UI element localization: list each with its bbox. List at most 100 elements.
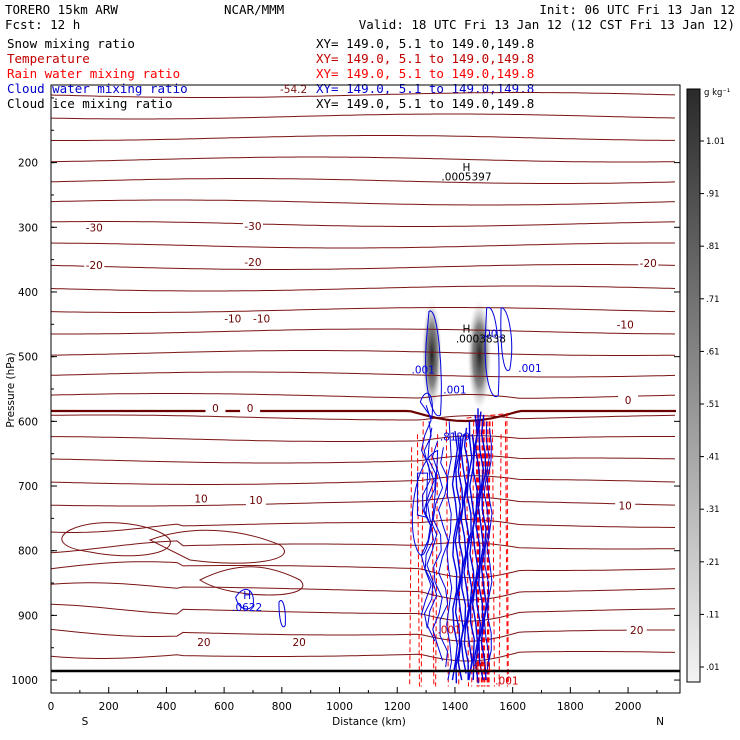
x-tick-label: 800 (272, 701, 292, 713)
x-tick-label: 400 (156, 701, 176, 713)
isotherm-line (51, 603, 676, 622)
x-axis-start-label: S (82, 716, 89, 728)
isotherm-line (51, 199, 676, 206)
label-backing (289, 637, 310, 649)
rain-contour (491, 421, 495, 687)
isotherm-line (51, 518, 676, 533)
x-tick-label: 1600 (499, 701, 526, 713)
isotherm-label: -20 (640, 258, 657, 270)
label-backing (615, 319, 636, 331)
field-value-label: .001 (481, 328, 504, 340)
legend-entry: Cloud water mixing ratio (7, 81, 188, 96)
field-value-label: .001 (412, 364, 435, 376)
plot-frame (50, 84, 681, 694)
isotherm-label: 0 (247, 403, 254, 415)
isotherm-line (51, 156, 676, 163)
field-value-label: .0005397 (441, 172, 491, 184)
y-tick-label: 900 (18, 610, 38, 622)
temperature-contours (51, 92, 676, 662)
forecast-hour: Fcst: 12 h (5, 17, 80, 32)
legend-entry: Cloud ice mixing ratio (7, 96, 173, 111)
y-tick-label: 1000 (11, 675, 38, 687)
field-value-label: .001 (437, 624, 460, 636)
label-backing (626, 624, 647, 636)
isotherm-line (51, 496, 676, 507)
isotherm-label: 0 (625, 395, 632, 407)
colorbar-label: .81 (706, 242, 720, 252)
colorbar-label: .61 (706, 347, 720, 357)
x-tick-label: 2000 (615, 701, 642, 713)
field-value-label: .001 (518, 363, 541, 375)
cloud-water-cell (278, 600, 286, 628)
cloud-water-contours (235, 307, 513, 684)
isotherm-line (51, 113, 676, 120)
colorbar-label: .71 (706, 295, 720, 305)
colorbar-label: .21 (706, 558, 720, 568)
isotherm-label: 0 (212, 403, 219, 415)
isotherm-label: 20 (197, 637, 210, 649)
x-tick-label: 1000 (326, 701, 353, 713)
x-tick-label: 1800 (557, 701, 584, 713)
isotherm-label: -20 (244, 257, 261, 269)
cloud-water-contour (451, 430, 459, 681)
isotherm-label: 20 (630, 625, 643, 637)
isotherm-line (51, 242, 675, 249)
label-backing (240, 402, 261, 414)
rain-contour (498, 434, 502, 687)
legend-entry: Rain water mixing ratio (7, 66, 180, 81)
cloud-water-contour (454, 434, 462, 684)
cloud-water-contour (426, 427, 438, 642)
x-tick-label: 0 (48, 701, 55, 713)
closed-isotherm (199, 566, 304, 596)
cloud-water-contour (486, 427, 493, 668)
isotherm-line (51, 221, 675, 227)
x-axis-end-label: N (656, 716, 664, 728)
zero-isotherm (51, 409, 676, 423)
isotherm-line (51, 435, 675, 442)
init-time: Init: 06 UTC Fri 13 Jan 12 (539, 2, 735, 17)
isotherm-line (51, 414, 676, 421)
isotherm-line (51, 561, 676, 579)
top-contour-label: -54.2 (280, 84, 307, 96)
colorbar-label: .41 (706, 453, 720, 463)
colorbar-label: 1.01 (706, 137, 725, 147)
isotherm-line (51, 92, 676, 98)
legend-xy: XY= 149.0, 5.1 to 149.0,149.8 (316, 51, 534, 66)
isotherm-line (51, 264, 676, 270)
field-value-label: H (243, 590, 251, 602)
isotherm-label: -30 (86, 223, 103, 235)
cloud-water-contour (463, 427, 470, 681)
x-tick-label: 1400 (442, 701, 469, 713)
isotherm-label: -10 (617, 320, 634, 332)
label-backing (205, 402, 226, 414)
closed-isotherm (61, 522, 171, 557)
field-value-label: .001 (495, 676, 518, 688)
isotherm-label: 10 (194, 494, 207, 506)
cloud-water-contour (466, 421, 473, 681)
label-backing (618, 395, 639, 407)
colorbar-label: .91 (706, 190, 720, 200)
field-value-label: .401 (469, 661, 492, 673)
y-tick-label: 600 (18, 416, 38, 428)
colorbar-label: .01 (706, 663, 720, 673)
isotherm-line (51, 582, 676, 601)
snow-column (467, 300, 492, 411)
colorbar-units: g kg⁻¹ (704, 88, 730, 98)
cloud-water-outline (416, 472, 429, 518)
isotherm-line (51, 328, 676, 335)
cloud-water-contour (423, 421, 435, 629)
contour-labels: -30 -30 -20 -20 -20 -10 -10 -10 0 0 0 10 10 10 20 20 20 H… (84, 162, 659, 688)
y-tick-label: 700 (18, 481, 38, 493)
isotherm-label: 10 (249, 495, 262, 507)
legend-xy: XY= 149.0, 5.1 to 149.0,149.8 (316, 96, 534, 111)
closed-isotherm (148, 529, 285, 564)
cloud-water-cell (235, 588, 254, 610)
rain-contour (409, 447, 413, 687)
y-tick-label: 800 (18, 546, 38, 558)
isotherm-line (51, 307, 676, 313)
isotherm-label: -10 (253, 314, 270, 326)
isotherm-label: -20 (86, 260, 103, 272)
label-backing (615, 500, 636, 512)
